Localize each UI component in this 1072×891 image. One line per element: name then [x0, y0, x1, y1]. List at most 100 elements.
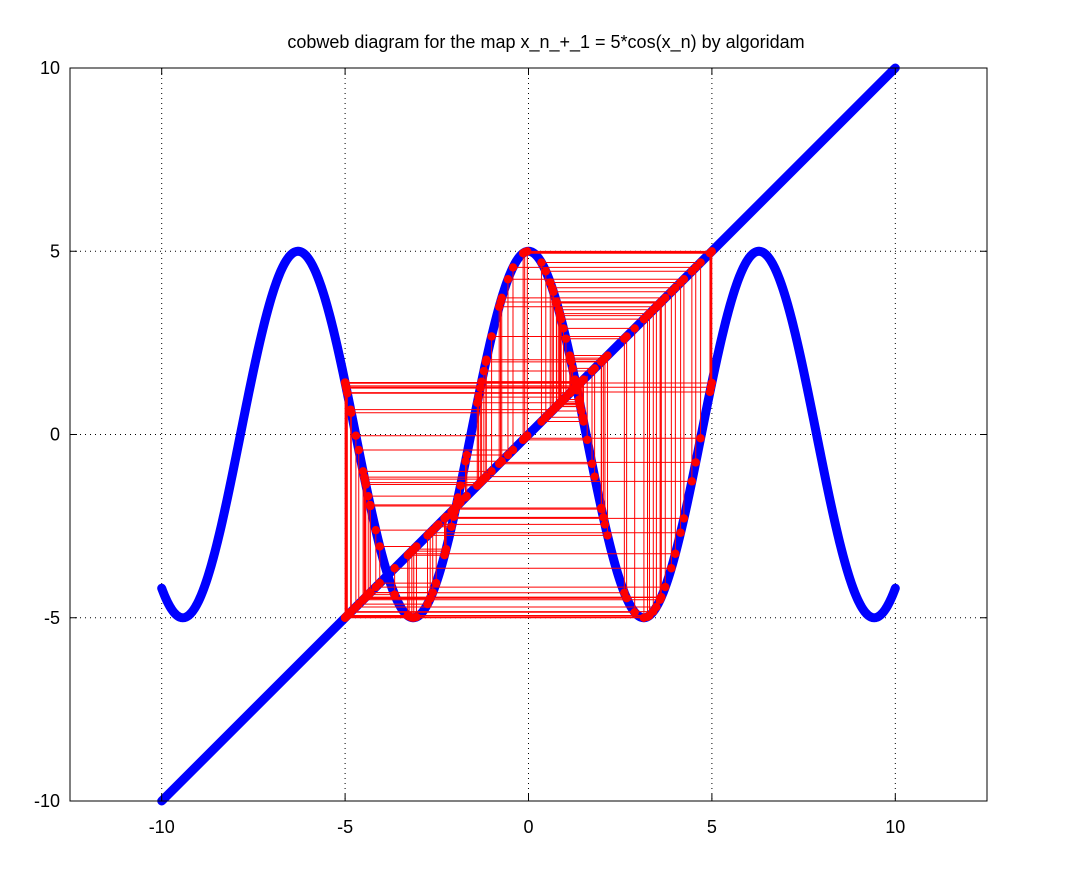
cobweb-point: [552, 297, 561, 306]
cobweb-point: [361, 480, 370, 489]
cobweb-point: [630, 324, 639, 333]
cobweb-point: [364, 491, 373, 501]
cobweb-point: [671, 549, 680, 558]
x-tick-label: 5: [707, 817, 717, 837]
cobweb-point: [667, 564, 676, 573]
cobweb-point: [447, 522, 456, 531]
plot-frame: [69, 67, 988, 802]
y-tick-label: 10: [40, 58, 60, 78]
cobweb-point: [476, 383, 485, 393]
cobweb-point: [479, 366, 489, 376]
cobweb-point: [630, 607, 639, 617]
cobweb-point: [597, 503, 606, 513]
cobweb-point: [574, 395, 584, 404]
cobweb-point: [566, 353, 575, 363]
cobweb-point: [568, 364, 577, 373]
cobweb-point: [679, 514, 689, 523]
cobweb-point: [473, 398, 482, 408]
x-tick-label: -5: [337, 817, 353, 837]
cobweb-point: [503, 450, 513, 460]
cobweb-point: [549, 405, 558, 414]
cobweb-point: [587, 459, 597, 468]
cobweb-point: [561, 334, 571, 343]
cobweb-point: [487, 332, 496, 341]
cobweb-point: [579, 417, 588, 426]
cobweb-point: [691, 458, 700, 467]
cobweb-point: [549, 287, 558, 296]
cobweb-point: [520, 248, 529, 257]
series-layer: [157, 63, 900, 806]
cobweb-point: [696, 258, 705, 267]
cobweb-point: [576, 402, 585, 411]
cobweb-point: [403, 611, 412, 620]
cobweb-point: [403, 551, 412, 560]
cobweb-point: [559, 395, 568, 404]
cobweb-point: [603, 531, 612, 540]
cobweb-point: [687, 267, 697, 276]
cobweb-point: [667, 287, 676, 296]
cobweb-point: [599, 513, 608, 522]
cobweb-point: [508, 263, 518, 272]
cobweb-point: [473, 481, 482, 490]
cobweb-points: [340, 247, 716, 622]
cobweb-point: [487, 467, 496, 476]
cobweb-point: [477, 377, 486, 386]
cobweb-point: [456, 481, 465, 490]
cobweb-point: [343, 388, 352, 397]
cobweb-point: [364, 590, 373, 599]
x-tick-label: 10: [885, 817, 905, 837]
cobweb-point: [520, 434, 529, 443]
cobweb-point: [503, 275, 513, 284]
cobweb-point: [687, 477, 697, 486]
cobweb-point: [428, 525, 437, 535]
grid-lines: [70, 67, 987, 802]
cobweb-point: [497, 293, 506, 303]
cobweb-point: [354, 445, 363, 455]
cobweb-point: [541, 267, 550, 276]
cobweb-point: [574, 379, 584, 389]
y-tick-label: -10: [34, 791, 60, 811]
x-tick-label: 0: [523, 817, 533, 837]
cobweb-point: [620, 334, 629, 343]
cobweb-point: [351, 431, 361, 440]
axis-ticks: -10 -5 0 5 10 -10 -5 0 5 10: [34, 58, 987, 837]
cobweb-point: [661, 582, 670, 592]
cobweb-point: [706, 248, 716, 257]
cobweb-point: [590, 472, 599, 481]
cobweb-point: [354, 599, 363, 609]
cobweb-point: [556, 311, 565, 320]
cobweb-point: [371, 582, 380, 592]
cobweb-point: [390, 564, 399, 573]
cobweb-point: [366, 501, 375, 511]
cobweb-point: [600, 520, 610, 529]
cobweb-point: [643, 612, 652, 621]
cobweb-point: [375, 542, 384, 551]
y-tick-label: 5: [50, 241, 60, 261]
cobweb-point: [456, 498, 465, 507]
cobweb-point: [423, 531, 432, 540]
cobweb-point: [390, 590, 399, 599]
cobweb-point: [497, 457, 506, 466]
y-tick-label: -5: [44, 608, 60, 628]
cobweb-point: [661, 293, 670, 303]
cobweb-point: [462, 450, 471, 460]
y-tick-label: 0: [50, 425, 60, 445]
cobweb-point: [600, 353, 610, 363]
cobweb-point: [537, 417, 546, 426]
cobweb-point: [431, 578, 441, 588]
cobweb-point: [447, 507, 456, 516]
cobweb-point: [582, 435, 592, 445]
cobweb-point: [657, 592, 666, 602]
chart-title: cobweb diagram for the map x_n_+_1 = 5*c…: [287, 32, 804, 53]
cobweb-point: [676, 528, 685, 537]
cobweb-point: [440, 514, 449, 523]
cobweb-point: [643, 311, 652, 320]
x-tick-label: -10: [149, 817, 175, 837]
cobweb-point: [423, 599, 432, 609]
cobweb-point: [482, 355, 491, 364]
cobweb-point: [434, 520, 443, 529]
cobweb-point: [537, 258, 546, 267]
